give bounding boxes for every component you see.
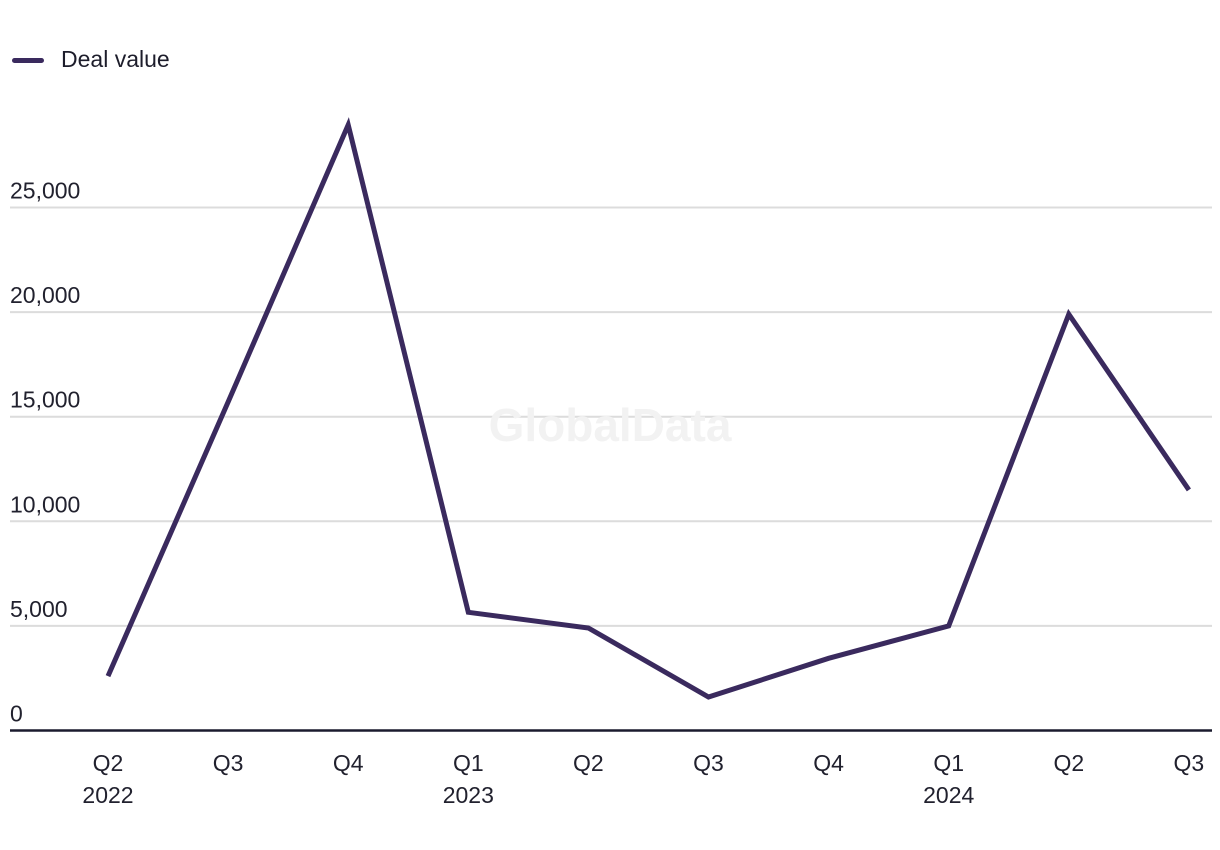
x-tick-label-q3-2023: Q3 <box>693 750 724 776</box>
x-tick-label-q3-2022: Q3 <box>213 750 244 776</box>
x-tick-label-q1-2024: Q1 <box>933 750 964 776</box>
y-tick-label-25000: 25,000 <box>10 178 80 204</box>
x-tick-label-q2-2023: Q2 <box>573 750 604 776</box>
x-tick-label-q3-2024: Q3 <box>1174 750 1205 776</box>
watermark-text: GlobalData <box>489 399 732 451</box>
x-tick-year-label-2024: 2024 <box>923 782 974 808</box>
x-tick-label-q4-2023: Q4 <box>813 750 844 776</box>
y-tick-label-10000: 10,000 <box>10 491 80 517</box>
y-tick-label-20000: 20,000 <box>10 282 80 308</box>
y-tick-label-5000: 5,000 <box>10 596 68 622</box>
deal-value-series-line <box>105 117 1191 700</box>
legend-item-deal-value[interactable]: Deal value <box>12 48 170 73</box>
x-tick-year-label-2023: 2023 <box>443 782 494 808</box>
legend-label: Deal value <box>61 46 170 72</box>
x-tick-label-q2-2022: Q2 <box>93 750 124 776</box>
y-tick-label-15000: 15,000 <box>10 387 80 413</box>
y-tick-label-0: 0 <box>10 701 23 727</box>
x-tick-label-q4-2022: Q4 <box>333 750 364 776</box>
x-tick-label-q1-2023: Q1 <box>453 750 484 776</box>
x-tick-year-label-2022: 2022 <box>82 782 133 808</box>
x-tick-label-q2-2024: Q2 <box>1053 750 1084 776</box>
legend-line-swatch-icon <box>12 58 44 63</box>
